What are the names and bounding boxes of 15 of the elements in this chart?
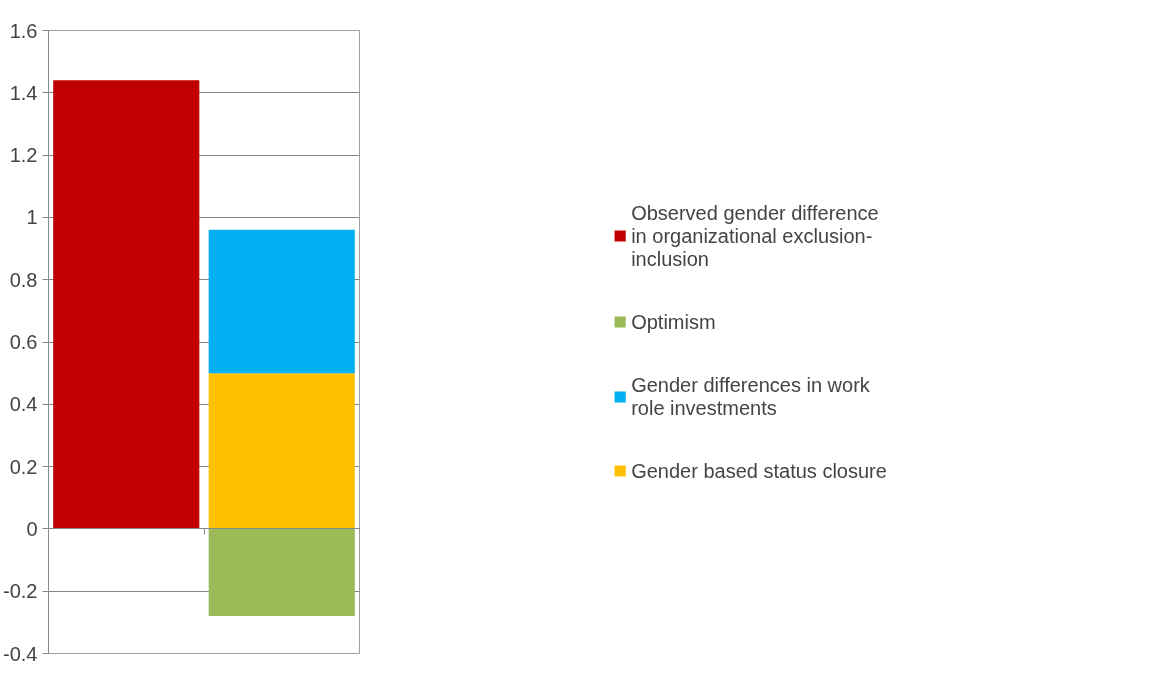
y-tick-label: 0.4 [9,393,38,416]
legend-label: Gender differences in work role investments [631,373,870,419]
legend-label: Observed gender difference in organizational exclusion-inclusion [631,201,879,270]
legend-label: Gender based status closure [631,459,887,482]
y-tick-label: 1 [26,206,38,229]
legend-label: Optimism [631,310,716,333]
y-tick-label: 1.4 [9,81,38,104]
y-tick-label: -0.2 [3,580,38,603]
y-tick-label: -0.4 [3,642,38,665]
y-tick-label: 0 [26,517,38,540]
y-tick-label: 1.2 [9,144,38,167]
y-tick-label: 0.8 [9,268,38,291]
y-tick-label: 0.2 [9,455,38,478]
y-tick-label: 0.6 [9,331,38,353]
y-tick-label: 1.6 [9,19,38,42]
